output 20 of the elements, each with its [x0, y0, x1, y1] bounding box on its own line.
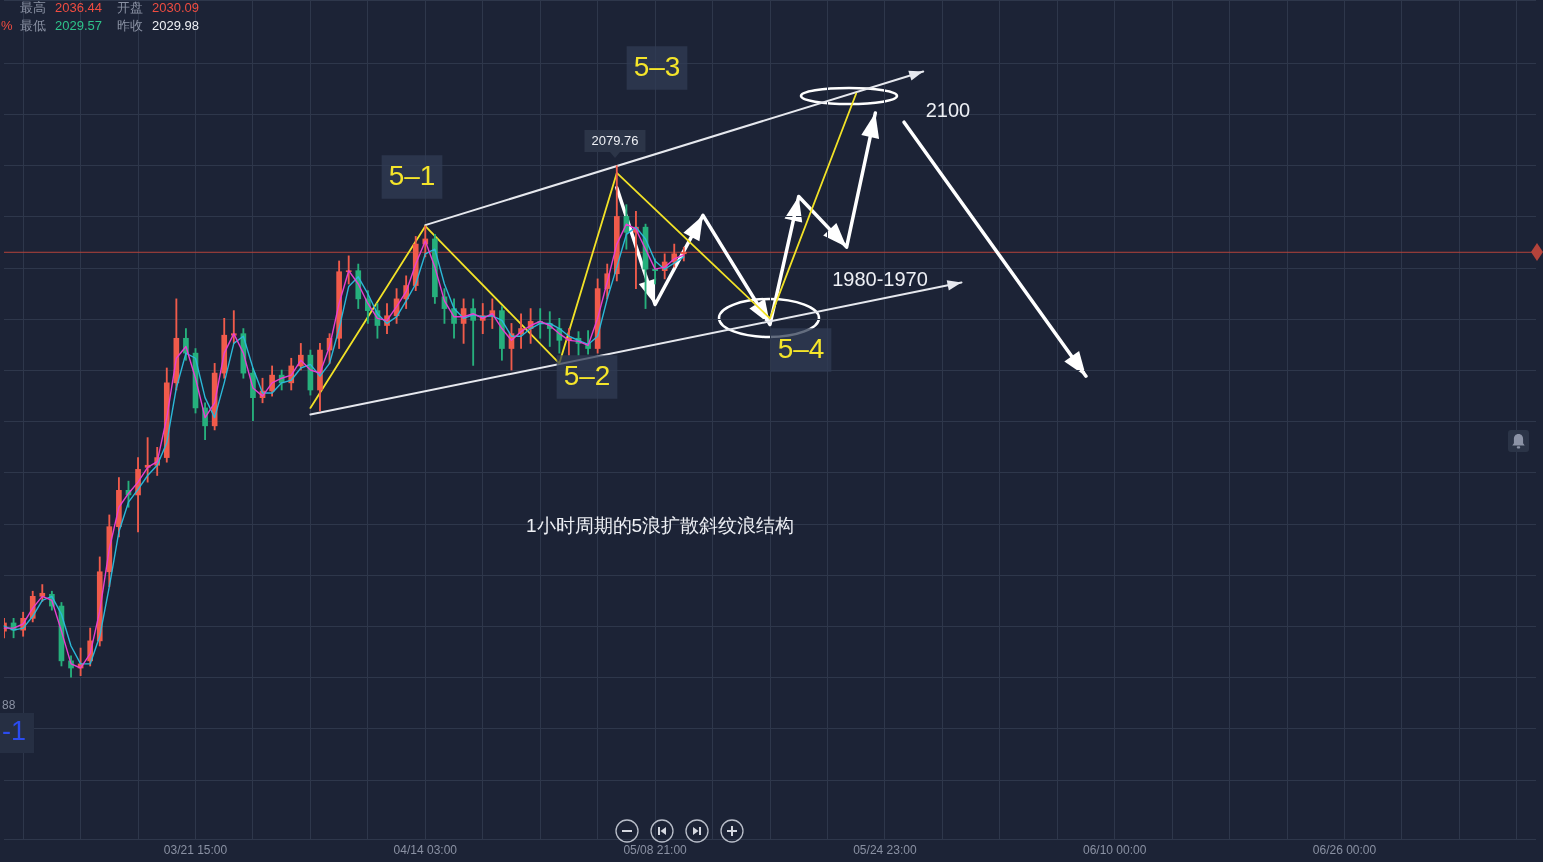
x-tick-label: 05/08 21:00 — [623, 843, 688, 858]
text: 最高 — [20, 0, 46, 15]
x-tick-label: 03/21 15:00 — [163, 843, 228, 858]
x-tick-label: 06/10 00:00 — [1083, 843, 1147, 858]
text: 2029.57 — [55, 17, 102, 33]
text: 昨收 — [117, 17, 143, 33]
x-tick-label: 06/26 00:00 — [1312, 843, 1377, 858]
text: 2100 — [925, 98, 971, 121]
text: 2036.44 — [55, 0, 102, 15]
text: 88 — [2, 698, 16, 713]
text: -1 — [2, 716, 27, 747]
x-tick-label: 04/14 03:00 — [393, 843, 458, 858]
text: 2029.98 — [152, 17, 199, 33]
x-tick-label: 05/24 23:00 — [853, 843, 917, 858]
text: % — [1, 17, 13, 33]
text: 2030.09 — [152, 0, 199, 15]
annotation: 1小时周期的5浪扩散斜纹浪结构 — [525, 515, 795, 537]
annotation: 5–1 — [388, 159, 436, 191]
text: 最低 — [20, 17, 46, 33]
text: 开盘 — [117, 0, 143, 15]
